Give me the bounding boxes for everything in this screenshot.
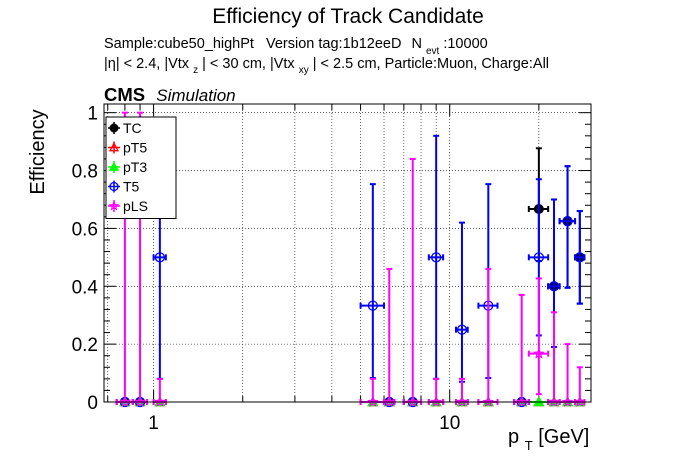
pls-point	[383, 395, 396, 407]
series-pls	[115, 111, 586, 407]
x-tick-label: 1	[148, 413, 159, 434]
t5-point	[367, 300, 378, 311]
y-tick-label: 0.8	[72, 162, 98, 183]
vtx-xy-sub: xy	[299, 65, 309, 76]
particle-charge-text: | < 2.5 cm, Particle:Muon, Charge:All	[313, 56, 549, 72]
series-tc	[115, 147, 586, 407]
x-tick-label: 10	[439, 413, 460, 434]
nevt-sub-text: evt	[426, 46, 440, 57]
y-tick-label: 0.2	[72, 335, 98, 356]
pls-point	[406, 395, 419, 407]
t5-point	[574, 252, 585, 263]
t5-point	[562, 216, 573, 227]
pls-point	[367, 395, 379, 407]
pls-point	[134, 395, 146, 407]
data-marks	[115, 111, 586, 408]
x-axis-label-unit: [GeV]	[538, 426, 589, 448]
pls-point	[482, 395, 495, 407]
x-axis-label-sub: T	[525, 438, 533, 453]
axis-ticks	[104, 104, 592, 403]
legend-pls-label: pLS	[123, 198, 148, 214]
legend-pt5-marker	[108, 142, 120, 152]
info-line-2: |η| < 2.4, |Vtx z | < 30 cm, |Vtx xy | <…	[104, 56, 549, 77]
grid-lines	[104, 104, 592, 403]
t5-point	[154, 252, 166, 263]
pls-point	[430, 395, 442, 407]
legend-tc-marker	[109, 123, 119, 133]
legend-pls-marker	[108, 200, 120, 211]
t5-point	[431, 252, 442, 263]
legend-pt3-label: pT3	[123, 159, 147, 175]
legend: TC pT5 pT3 T5 pLS	[105, 116, 177, 219]
nevt-n-text: N	[411, 36, 421, 52]
y-tick-label: 0	[87, 393, 98, 414]
legend-box	[105, 116, 177, 219]
legend-t5-label: T5	[123, 179, 140, 195]
y-tick-label: 0.6	[72, 219, 98, 240]
eta-cut-text: |η| < 2.4, |Vtx	[104, 56, 190, 72]
sample-text: Sample:cube50_highPt	[104, 36, 254, 52]
x-axis-label-main: p	[508, 426, 519, 448]
y-axis-label: Efficiency	[27, 109, 49, 194]
tick-labels: 0 0.2 0.4 0.6 0.8 1 1 10	[72, 104, 461, 434]
t5-point	[456, 324, 468, 335]
pls-point	[561, 395, 574, 407]
pls-point	[119, 395, 131, 407]
plot-frame	[103, 103, 592, 403]
simulation-text: Simulation	[156, 86, 235, 105]
pls-point	[548, 395, 560, 407]
pls-point	[456, 395, 468, 407]
y-tick-label: 0.4	[72, 277, 99, 298]
nevt-value-text: :10000	[443, 36, 487, 52]
y-tick-label: 1	[87, 104, 98, 125]
info-line-1: Sample:cube50_highPt Version tag:1b12eeD…	[104, 36, 488, 58]
cms-label: CMS Simulation	[104, 84, 236, 105]
version-text: Version tag:1b12eeD	[266, 36, 401, 52]
chart-title: Efficiency of Track Candidate	[212, 5, 484, 28]
cms-text: CMS	[104, 84, 145, 105]
vtx-z-cut-text: | < 30 cm, |Vtx	[202, 56, 295, 72]
legend-tc-label: TC	[123, 120, 142, 136]
t5-point	[548, 281, 560, 292]
x-axis-label: p T [GeV]	[508, 426, 589, 455]
series-t5	[115, 134, 586, 408]
legend-t5-marker	[109, 181, 119, 192]
vtx-z-sub: z	[193, 65, 198, 76]
pls-point	[515, 395, 528, 407]
pls-point	[154, 395, 166, 407]
pls-point	[533, 347, 545, 359]
legend-pt3-marker	[108, 161, 120, 171]
t5-point	[533, 252, 545, 263]
pls-point	[574, 395, 586, 407]
legend-pt5-label: pT5	[123, 140, 147, 156]
